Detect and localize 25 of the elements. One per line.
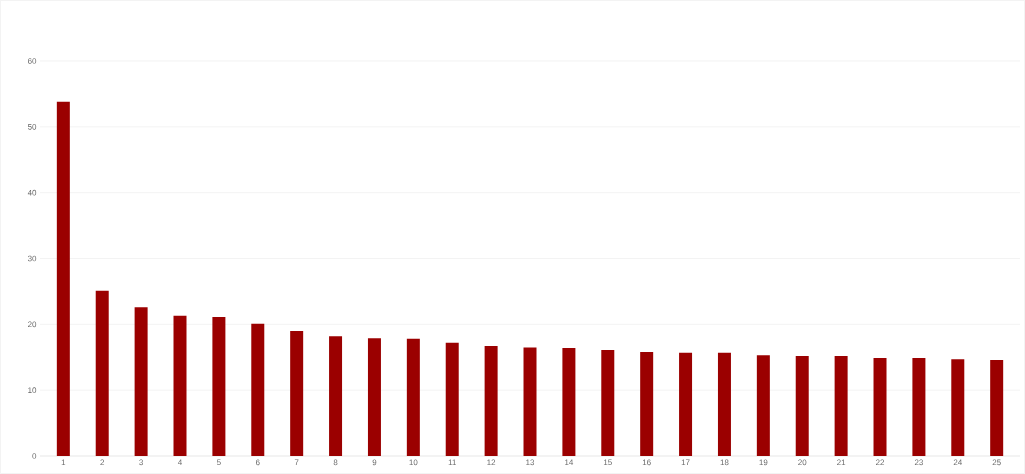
bar (56, 101, 70, 456)
bar (406, 338, 420, 456)
bar (329, 336, 343, 456)
bar (756, 355, 770, 456)
bar (290, 330, 304, 456)
bar (834, 355, 848, 456)
bar (173, 315, 187, 456)
bar (717, 352, 731, 456)
bar (873, 357, 887, 456)
bar (212, 317, 226, 456)
bar (251, 323, 265, 456)
bar (951, 359, 965, 456)
bar (523, 347, 537, 456)
bar (445, 342, 459, 456)
bar (640, 351, 654, 456)
bar (95, 290, 109, 456)
bar (990, 359, 1004, 456)
bar (134, 307, 148, 456)
bar (562, 348, 576, 456)
bar (912, 357, 926, 456)
bar (484, 346, 498, 456)
bar (679, 352, 693, 456)
bar (601, 350, 615, 456)
bar (795, 355, 809, 456)
bar (367, 338, 381, 456)
